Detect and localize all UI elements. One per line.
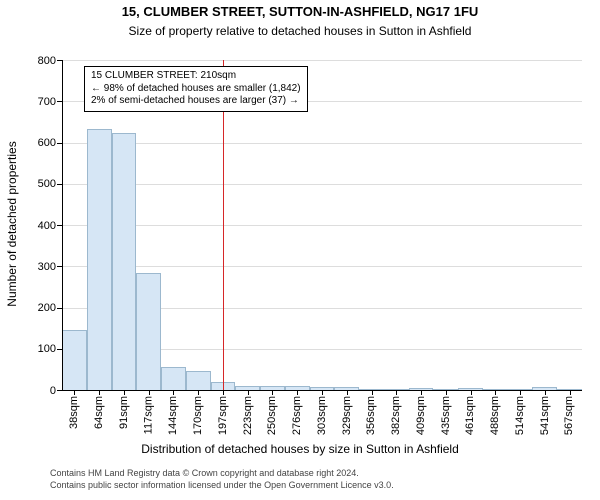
x-tick-label: 276sqm [291,396,303,435]
x-tick-label: 303sqm [316,396,328,435]
chart-container: 15, CLUMBER STREET, SUTTON-IN-ASHFIELD, … [0,0,600,500]
y-tick-label: 300 [22,261,56,273]
chart-title: 15, CLUMBER STREET, SUTTON-IN-ASHFIELD, … [0,4,600,19]
y-tick-label: 400 [22,220,56,232]
y-tick-label: 600 [22,137,56,149]
x-tick-label: 329sqm [341,396,353,435]
x-tick-label: 356sqm [366,396,378,435]
x-axis-label: Distribution of detached houses by size … [0,442,600,456]
x-tick-label: 223sqm [242,396,254,435]
y-tick-label: 100 [22,343,56,355]
x-tick-label: 144sqm [167,396,179,435]
histogram-bar [62,330,87,390]
gridline [62,143,582,144]
x-tick-label: 514sqm [514,396,526,435]
histogram-bar [112,133,137,390]
x-tick-label: 117sqm [143,396,155,434]
y-axis-line [62,60,63,390]
x-tick-label: 170sqm [192,396,204,435]
x-axis-line [62,390,582,391]
x-tick-label: 488sqm [489,396,501,435]
x-tick-label: 567sqm [564,396,576,435]
y-tick-label: 800 [22,55,56,67]
gridline [62,184,582,185]
x-tick-label: 250sqm [266,396,278,435]
x-tick-label: 38sqm [68,396,80,429]
gridline [62,60,582,61]
x-tick-label: 435sqm [440,396,452,435]
histogram-bar [161,367,186,390]
footer-note-2: Contains public sector information licen… [50,480,394,490]
histogram-bar [186,371,211,390]
y-axis-label: Number of detached properties [5,124,19,324]
histogram-bar [87,129,112,390]
chart-subtitle: Size of property relative to detached ho… [0,24,600,38]
x-tick-label: 91sqm [118,396,130,429]
y-tick-label: 0 [22,385,56,397]
y-tick-label: 200 [22,302,56,314]
footer-note-1: Contains HM Land Registry data © Crown c… [50,468,359,478]
y-tick-label: 700 [22,96,56,108]
gridline [62,266,582,267]
plot-area: 15 CLUMBER STREET: 210sqm ← 98% of detac… [62,60,582,390]
x-tick-label: 64sqm [93,396,105,429]
x-tick-label: 461sqm [465,396,477,435]
gridline [62,225,582,226]
x-tick-label: 541sqm [539,396,551,435]
x-tick-label: 382sqm [390,396,402,435]
x-tick-label: 409sqm [415,396,427,435]
annotation-line-3: 2% of semi-detached houses are larger (3… [91,95,301,108]
annotation-line-2: ← 98% of detached houses are smaller (1,… [91,83,301,96]
y-tick-label: 500 [22,178,56,190]
annotation-line-1: 15 CLUMBER STREET: 210sqm [91,70,301,83]
histogram-bar [136,273,161,390]
annotation-box: 15 CLUMBER STREET: 210sqm ← 98% of detac… [84,66,308,112]
x-tick-label: 197sqm [217,396,229,435]
